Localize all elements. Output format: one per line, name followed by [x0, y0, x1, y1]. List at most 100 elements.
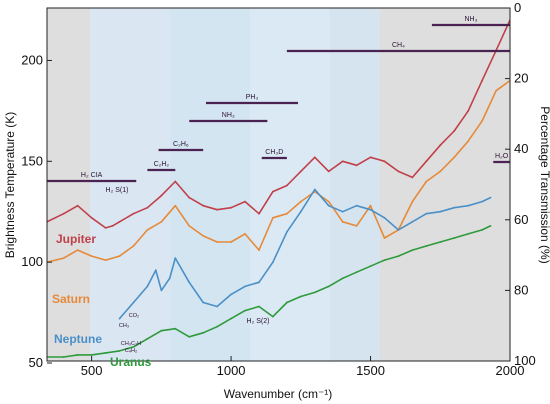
point-neptune: [489, 196, 492, 199]
y2-tick-label: 20: [514, 71, 528, 86]
x-tick-label: 1500: [356, 363, 385, 378]
point-uranus: [216, 325, 219, 328]
point-uranus: [355, 271, 358, 274]
point-uranus: [425, 245, 428, 247]
band-label: CH₃D: [265, 149, 283, 156]
point-uranus: [481, 229, 483, 231]
point-jupiter: [111, 225, 114, 227]
point-uranus: [341, 277, 344, 280]
point-saturn: [411, 200, 414, 203]
point-uranus: [62, 356, 65, 358]
point-neptune: [453, 206, 456, 209]
point-jupiter: [76, 204, 79, 207]
series-saturn-line: [47, 79, 510, 263]
point-saturn: [62, 257, 65, 259]
point-saturn: [90, 255, 93, 257]
neptune-label: Neptune: [54, 332, 102, 346]
point-jupiter: [202, 204, 205, 207]
point-neptune: [258, 281, 260, 284]
point-saturn: [244, 233, 246, 235]
point-uranus: [160, 329, 163, 332]
point-uranus: [230, 317, 233, 320]
point-jupiter: [313, 156, 316, 159]
series-layer: [47, 19, 510, 358]
point-saturn: [188, 225, 191, 227]
point-neptune: [160, 289, 163, 292]
point-neptune: [355, 204, 358, 207]
point-uranus: [453, 237, 456, 239]
point-neptune: [202, 301, 205, 304]
point-neptune: [467, 204, 470, 207]
point-neptune: [188, 281, 191, 284]
band-label: C₂H₆: [173, 141, 189, 148]
uranus-label: Uranus: [110, 355, 152, 369]
point-saturn: [230, 241, 233, 243]
point-saturn: [369, 204, 372, 207]
point-saturn: [299, 200, 302, 203]
point-neptune: [481, 200, 483, 203]
point-uranus: [411, 249, 414, 252]
point-jupiter: [467, 110, 470, 112]
point-neptune: [313, 188, 316, 191]
point-saturn: [118, 255, 121, 257]
band-label: C₂H₂: [154, 161, 170, 168]
point-jupiter: [341, 160, 344, 163]
point-neptune: [341, 210, 344, 213]
y2-tick-label: 40: [514, 141, 528, 156]
annotation-label: H₂ S(2): [247, 318, 270, 325]
point-uranus: [397, 255, 400, 257]
point-jupiter: [439, 144, 442, 147]
point-neptune: [272, 261, 274, 264]
point-jupiter: [104, 227, 107, 229]
y-tick-label: 50: [29, 355, 43, 370]
point-neptune: [369, 208, 372, 211]
point-saturn: [104, 259, 107, 261]
point-saturn: [160, 220, 163, 223]
point-saturn: [383, 237, 386, 239]
point-uranus: [244, 309, 246, 312]
x-tick-label: 1000: [217, 363, 246, 378]
point-saturn: [132, 245, 135, 247]
y2-tick-label: 60: [514, 212, 528, 227]
annotation-label: CO₂: [129, 313, 139, 319]
point-jupiter: [90, 216, 93, 219]
y2-tick-label: 0: [514, 0, 521, 15]
point-uranus: [327, 285, 330, 288]
point-saturn: [327, 200, 330, 203]
point-neptune: [383, 216, 386, 219]
point-saturn: [216, 241, 219, 243]
point-neptune: [132, 301, 135, 304]
point-uranus: [272, 315, 274, 318]
point-uranus: [132, 346, 135, 348]
point-jupiter: [244, 200, 246, 203]
point-saturn: [453, 156, 456, 159]
point-neptune: [439, 210, 442, 213]
point-neptune: [118, 317, 121, 320]
annotation-label: H₂ S(1): [106, 187, 129, 194]
y-tick-label: 100: [21, 254, 43, 269]
point-uranus: [489, 225, 492, 227]
point-neptune: [299, 210, 302, 213]
series-neptune-line: [118, 188, 491, 320]
point-jupiter: [62, 212, 65, 215]
point-jupiter: [118, 220, 121, 223]
point-saturn: [355, 225, 358, 227]
band-label: H₂O: [495, 153, 509, 160]
point-jupiter: [230, 206, 233, 209]
annotation-label: C₄H₂: [125, 348, 137, 354]
point-uranus: [286, 301, 288, 304]
x-tick-label: 2000: [496, 363, 525, 378]
point-saturn: [146, 229, 149, 231]
window-region-3: [250, 8, 330, 361]
point-uranus: [90, 354, 93, 356]
point-saturn: [425, 180, 428, 183]
point-jupiter: [132, 212, 135, 215]
point-neptune: [244, 285, 246, 288]
point-uranus: [369, 265, 372, 268]
point-jupiter: [425, 160, 428, 163]
point-saturn: [495, 89, 497, 92]
window-region-2: [170, 8, 250, 361]
y-tick-label: 150: [21, 153, 43, 168]
band-label: CH₄: [392, 42, 405, 49]
